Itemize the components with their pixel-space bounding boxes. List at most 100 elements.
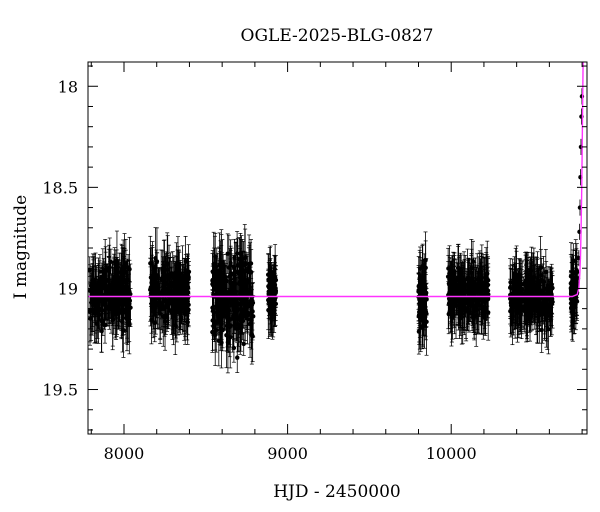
data-point-474: [165, 275, 170, 280]
data-point-430: [181, 274, 187, 279]
data-point-415: [160, 270, 166, 276]
data-point-717: [232, 255, 237, 260]
data-point-1075: [485, 310, 491, 315]
data-point-668: [235, 263, 241, 268]
plot-marks: [87, 61, 585, 374]
data-point-193: [88, 316, 93, 321]
data-point-238: [91, 284, 96, 289]
data-point-718: [210, 329, 215, 335]
data-point-854: [416, 287, 421, 293]
data-point-703: [210, 308, 216, 313]
data-point-1092: [470, 259, 476, 264]
data-point-853: [421, 300, 427, 305]
data-point-855: [417, 276, 422, 281]
data-point-1090: [457, 290, 463, 296]
data-point-789: [266, 277, 271, 282]
data-point-787: [266, 299, 272, 305]
data-point-465: [174, 299, 179, 304]
data-point-666: [224, 333, 229, 338]
data-point-191: [126, 277, 131, 283]
data-point-699: [245, 312, 251, 318]
data-point-842: [423, 258, 428, 263]
data-point-457: [185, 285, 190, 291]
data-point-479: [162, 288, 168, 293]
data-point-848: [420, 263, 425, 269]
data-point-851: [422, 318, 427, 324]
data-point-1064: [483, 307, 488, 313]
data-point-685: [213, 254, 218, 259]
data-point-714: [224, 314, 229, 320]
data-point-849: [424, 296, 429, 302]
data-point-228: [107, 285, 112, 291]
data-point-702: [247, 289, 253, 294]
data-point-464: [173, 275, 178, 281]
data-point-1081: [485, 278, 491, 283]
data-point-788: [270, 300, 276, 305]
data-point-223: [95, 299, 100, 305]
data-point-175: [87, 268, 92, 273]
data-point-648: [218, 325, 224, 331]
data-point-712: [214, 278, 219, 283]
data-point-1096: [461, 284, 466, 289]
data-point-1098: [456, 278, 461, 283]
data-point-674: [216, 338, 222, 344]
data-point-234: [121, 287, 126, 292]
data-point-202: [99, 308, 105, 313]
data-point-705: [237, 275, 243, 280]
data-point-1058: [446, 301, 452, 306]
data-point-790: [272, 275, 278, 280]
data-point-1100: [455, 286, 460, 292]
data-point-692: [210, 269, 215, 274]
data-point-478: [167, 288, 173, 293]
data-point-681: [230, 292, 236, 297]
data-point-467: [172, 281, 178, 287]
data-point-456: [152, 320, 158, 326]
data-point-781: [273, 286, 278, 291]
data-point-724: [211, 262, 216, 267]
data-point-1097: [470, 290, 476, 295]
data-point-475: [176, 284, 182, 289]
data-point-669: [220, 265, 225, 271]
data-point-722: [234, 296, 239, 301]
data-point-473: [170, 303, 176, 309]
data-point-212: [106, 268, 111, 274]
data-point-694: [240, 300, 245, 305]
data-point-471: [186, 274, 191, 280]
data-point-1087: [472, 304, 478, 309]
data-point-209: [114, 276, 119, 282]
data-point-207: [88, 309, 94, 314]
data-point-704: [245, 279, 250, 285]
data-point-1079: [479, 303, 484, 308]
data-point-232: [115, 291, 120, 297]
data-point-1084: [476, 288, 481, 294]
data-point-454: [185, 309, 190, 315]
data-point-723: [239, 325, 244, 330]
data-point-1062: [465, 276, 470, 281]
data-point-231: [116, 282, 121, 287]
data-point-455: [168, 282, 174, 287]
data-point-244: [102, 322, 108, 328]
data-point-708: [249, 316, 254, 321]
data-point-721: [226, 308, 232, 313]
data-point-237: [102, 280, 107, 285]
data-point-709: [238, 268, 244, 274]
data-point-194: [97, 312, 102, 318]
data-point-462: [157, 311, 163, 316]
data-point-1099: [449, 284, 454, 289]
data-point-235: [128, 291, 133, 297]
data-point-691: [232, 300, 238, 306]
data-point-241: [121, 327, 126, 333]
data-point-463: [161, 306, 166, 311]
data-point-1083: [480, 298, 485, 303]
data-point-700: [243, 289, 248, 294]
data-point-1094: [449, 270, 455, 275]
data-point-470: [179, 291, 184, 296]
chart-title: OGLE-2025-BLG-0827: [241, 26, 434, 46]
data-point-243: [110, 290, 115, 295]
data-point-784: [266, 307, 271, 313]
data-point-635: [212, 321, 217, 327]
data-point-840: [417, 312, 422, 317]
data-point-713: [218, 290, 224, 295]
data-point-219: [100, 286, 105, 291]
